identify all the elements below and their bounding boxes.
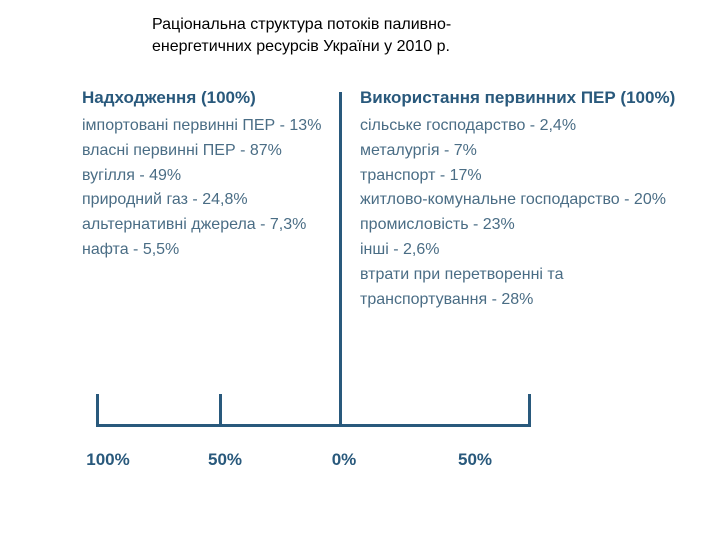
right-column: Використання первинних ПЕР (100%) сільсь… bbox=[342, 88, 682, 312]
center-vertical-line bbox=[339, 92, 342, 427]
list-item: нафта - 5,5% bbox=[82, 238, 336, 263]
list-item: інші - 2,6% bbox=[360, 238, 682, 263]
list-item: промисловість - 23% bbox=[360, 213, 682, 238]
axis-label: 100% bbox=[86, 450, 129, 470]
horizontal-axis bbox=[96, 424, 528, 427]
right-column-header: Використання первинних ПЕР (100%) bbox=[360, 88, 682, 108]
list-item: вугілля - 49% bbox=[82, 164, 336, 189]
list-item: втрати при перетворенні та транспортуван… bbox=[360, 263, 682, 313]
axis-tick bbox=[96, 394, 99, 427]
list-item: транспорт - 17% bbox=[360, 164, 682, 189]
list-item: природний газ - 24,8% bbox=[82, 188, 336, 213]
list-item: альтернативні джерела - 7,3% bbox=[82, 213, 336, 238]
axis-tick bbox=[339, 394, 342, 427]
list-item: імпортовані первинні ПЕР - 13% bbox=[82, 114, 336, 139]
axis-tick bbox=[528, 394, 531, 427]
axis-tick bbox=[219, 394, 222, 427]
axis-label: 0% bbox=[332, 450, 357, 470]
left-column-header: Надходження (100%) bbox=[82, 88, 336, 108]
list-item: сільське господарство - 2,4% bbox=[360, 114, 682, 139]
list-item: власні первинні ПЕР - 87% bbox=[82, 139, 336, 164]
chart-title: Раціональна структура потоків паливно-ен… bbox=[152, 14, 532, 57]
left-column: Надходження (100%) імпортовані первинні … bbox=[82, 88, 342, 312]
columns-container: Надходження (100%) імпортовані первинні … bbox=[82, 88, 682, 312]
list-item: металургія - 7% bbox=[360, 139, 682, 164]
list-item: житлово-комунальне господарство - 20% bbox=[360, 188, 682, 213]
axis-label: 50% bbox=[208, 450, 242, 470]
axis-label: 50% bbox=[458, 450, 492, 470]
